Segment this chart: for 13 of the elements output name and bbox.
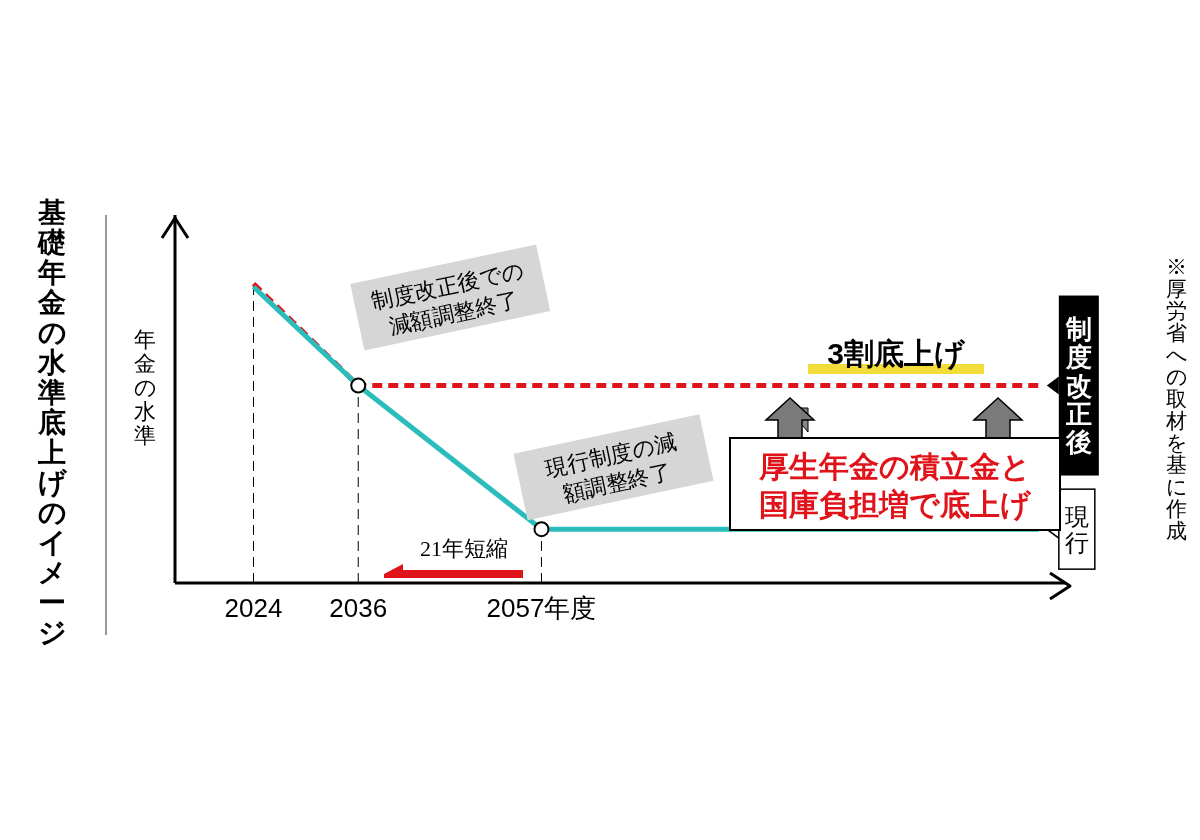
x-tick-label: 2057年度 bbox=[486, 593, 597, 624]
series-label: 制度改正後 bbox=[1064, 314, 1092, 457]
x-tick-label: 2036 bbox=[329, 593, 388, 624]
x-tick-label: 2024 bbox=[224, 593, 283, 624]
annotation: 制度改正後での減額調整終了 bbox=[368, 257, 527, 340]
y-axis-title: 年金の水準 bbox=[134, 327, 157, 448]
annotation: 3割底上げ bbox=[808, 334, 984, 374]
annotation: 21年短縮 bbox=[420, 535, 508, 561]
annotation: 現行制度の減額調整終了 bbox=[543, 429, 679, 507]
annotation: 厚生年金の積立金と国庫負担増で底上げ bbox=[758, 449, 1032, 522]
text: ※厚労省への取材を基に作成 bbox=[1166, 255, 1188, 542]
series-label: 現行 bbox=[1064, 502, 1089, 556]
chart-title: 基礎年金の水準底上げのイメージ bbox=[38, 197, 67, 648]
